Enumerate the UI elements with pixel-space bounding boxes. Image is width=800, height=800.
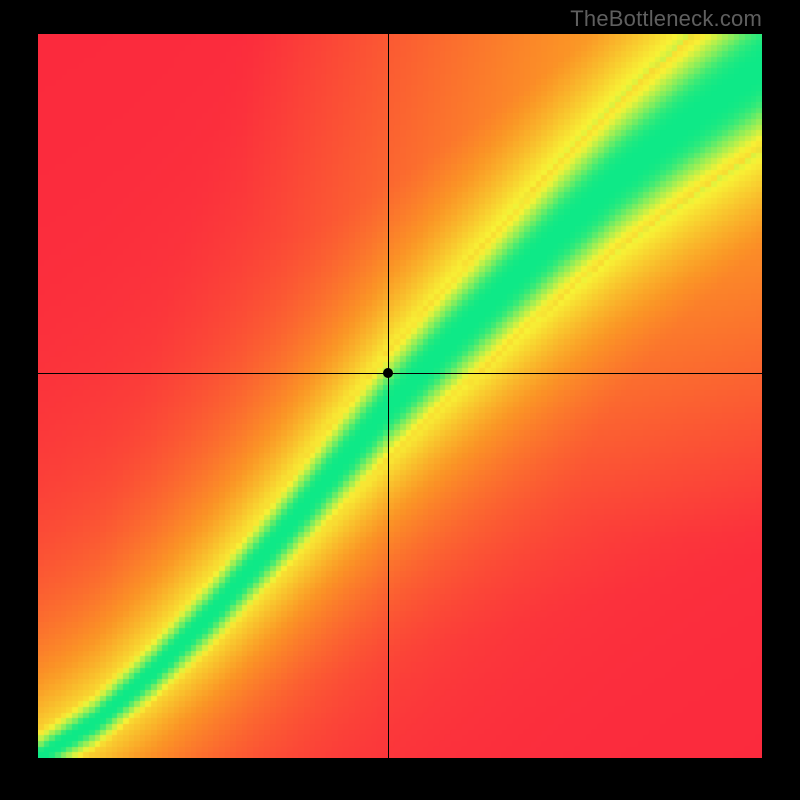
watermark-text: TheBottleneck.com [570, 6, 762, 32]
heatmap-canvas [38, 34, 762, 758]
crosshair-horizontal [38, 373, 762, 374]
crosshair-vertical [388, 34, 389, 758]
chart-frame: TheBottleneck.com [0, 0, 800, 800]
data-point-marker [383, 368, 393, 378]
plot-area [38, 34, 762, 758]
